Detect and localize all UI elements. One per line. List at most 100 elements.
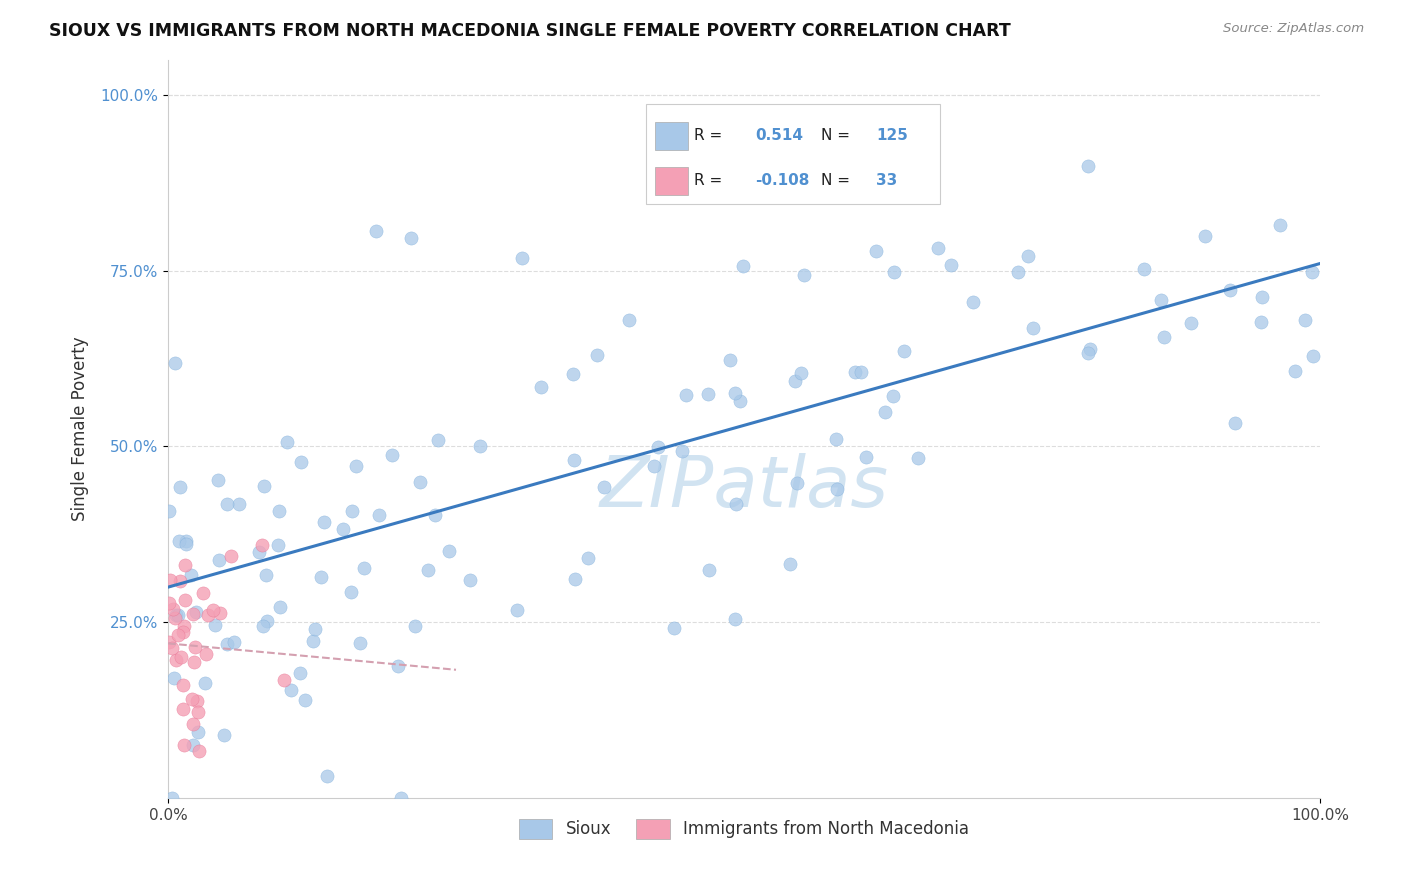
Point [219, 549, 242, 563]
Point [176, 533, 198, 548]
Point [731, 259, 754, 273]
Point [367, 508, 389, 523]
Point [180, 568, 202, 582]
Point [183, 716, 205, 731]
Point [1251, 290, 1274, 304]
Point [404, 619, 426, 633]
Point [217, 497, 239, 511]
Point [170, 650, 193, 665]
Point [157, 635, 180, 649]
Point [1022, 321, 1045, 335]
Point [1225, 416, 1247, 430]
Text: N =: N = [821, 128, 855, 143]
Point [163, 671, 186, 685]
Point [288, 666, 311, 681]
Point [256, 614, 278, 628]
Point [364, 224, 387, 238]
Text: -0.108: -0.108 [755, 173, 810, 187]
Point [907, 451, 929, 466]
Text: 125: 125 [876, 128, 908, 143]
Point [1153, 330, 1175, 344]
Point [785, 374, 807, 388]
Point [273, 673, 295, 687]
Point [302, 633, 325, 648]
Point [169, 574, 191, 588]
Point [160, 791, 183, 805]
Point [159, 573, 181, 587]
Point [423, 508, 446, 522]
Point [724, 612, 747, 626]
Point [849, 365, 872, 379]
Point [191, 585, 214, 599]
Point [883, 265, 905, 279]
Point [617, 312, 640, 326]
Point [675, 388, 697, 402]
Point [209, 606, 232, 620]
Point [647, 441, 669, 455]
Point [247, 544, 270, 558]
Point [409, 475, 432, 490]
Point [1017, 249, 1039, 263]
Point [697, 564, 720, 578]
Point [167, 533, 190, 548]
Point [195, 647, 218, 661]
Point [165, 611, 187, 625]
Point [204, 618, 226, 632]
Point [201, 603, 224, 617]
Point [806, 157, 828, 171]
Point [1268, 219, 1291, 233]
Point [586, 348, 609, 362]
Point [506, 603, 529, 617]
Point [1194, 229, 1216, 244]
Point [1078, 342, 1101, 356]
Point [269, 599, 291, 614]
Point [593, 480, 616, 494]
Point [1250, 315, 1272, 329]
Point [163, 356, 186, 370]
Point [530, 380, 553, 394]
Point [254, 568, 277, 582]
Point [208, 552, 231, 566]
Point [697, 387, 720, 401]
Point [344, 459, 367, 474]
Point [172, 702, 194, 716]
Point [252, 538, 274, 552]
Point [309, 570, 332, 584]
Text: ZIPatlas: ZIPatlas [599, 453, 889, 523]
Point [510, 251, 533, 265]
Point [165, 607, 187, 622]
Text: SIOUX VS IMMIGRANTS FROM NORTH MACEDONIA SINGLE FEMALE POVERTY CORRELATION CHART: SIOUX VS IMMIGRANTS FROM NORTH MACEDONIA… [49, 22, 1011, 40]
Point [207, 473, 229, 487]
FancyBboxPatch shape [645, 103, 939, 203]
Point [187, 744, 209, 758]
Point [353, 561, 375, 575]
Point [437, 544, 460, 558]
Point [165, 653, 187, 667]
Point [1007, 265, 1029, 279]
Point [169, 480, 191, 494]
Point [825, 482, 848, 496]
Point [186, 694, 208, 708]
Point [267, 538, 290, 552]
Point [724, 386, 747, 401]
Point [340, 584, 363, 599]
Point [181, 607, 204, 622]
Point [793, 268, 815, 282]
Point [173, 592, 195, 607]
Point [671, 444, 693, 458]
Point [927, 241, 949, 255]
Point [873, 404, 896, 418]
Point [253, 479, 276, 493]
Point [939, 258, 962, 272]
Text: 0.514: 0.514 [755, 128, 803, 143]
Point [855, 450, 877, 464]
Point [172, 625, 194, 640]
Point [1149, 293, 1171, 308]
Point [844, 365, 866, 379]
Legend: Sioux, Immigrants from North Macedonia: Sioux, Immigrants from North Macedonia [512, 813, 976, 846]
Point [173, 619, 195, 633]
Point [1301, 265, 1323, 279]
Point [564, 572, 586, 586]
Point [290, 455, 312, 469]
Point [342, 504, 364, 518]
